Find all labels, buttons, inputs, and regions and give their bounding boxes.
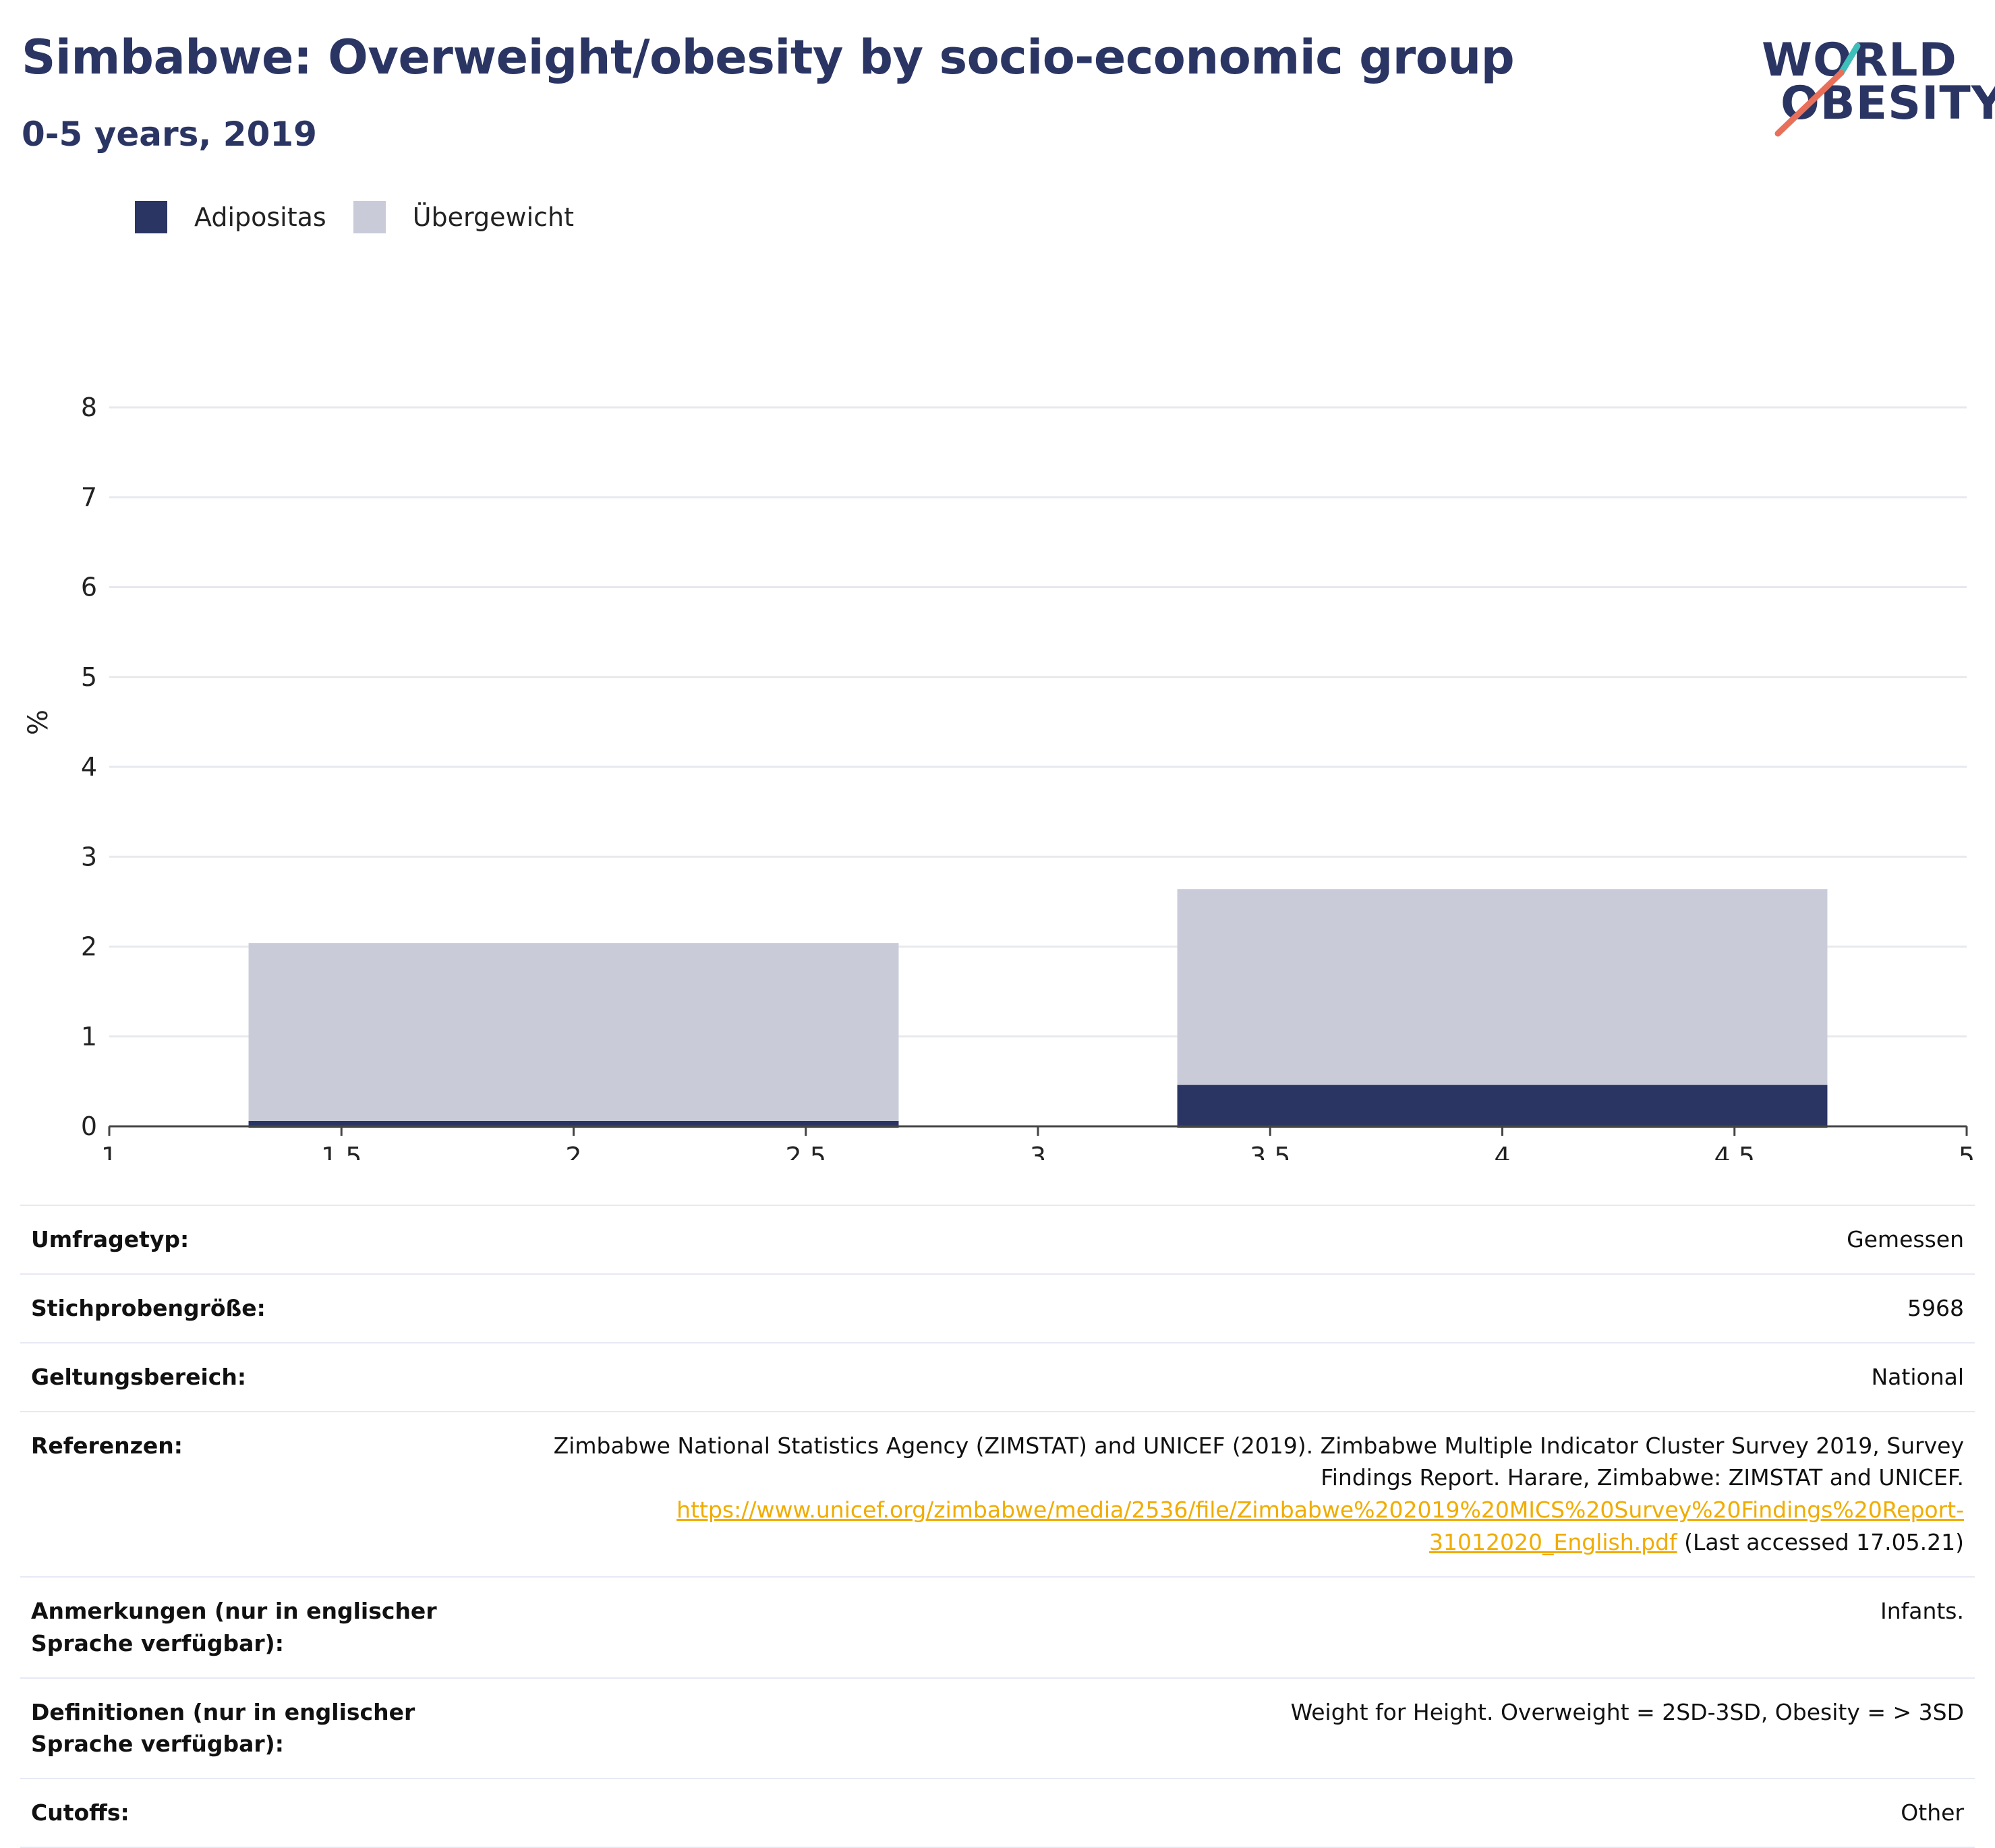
legend-label-adipositas[interactable]: Adipositas bbox=[194, 202, 326, 232]
table-row: Geltungsbereich: National bbox=[20, 1341, 1975, 1412]
reference-link[interactable]: https://www.unicef.org/zimbabwe/media/25… bbox=[676, 1497, 1964, 1556]
table-row: Stichprobengröße: 5968 bbox=[20, 1273, 1975, 1343]
survey-info-table: Umfragetyp: Gemessen Stichprobengröße: 5… bbox=[20, 1205, 1975, 1848]
table-row: Referenzen: Zimbabwe National Statistics… bbox=[20, 1410, 1975, 1577]
legend-swatch-uebergewicht[interactable] bbox=[353, 201, 386, 233]
logo-slash-icon bbox=[1774, 42, 1861, 137]
table-row: Cutoffs: Other bbox=[20, 1778, 1975, 1848]
references-suffix: (Last accessed 17.05.21) bbox=[1677, 1529, 1964, 1556]
notes-label: Anmerkungen (nur in englischer Sprache v… bbox=[20, 1576, 514, 1678]
x-tick-label: 2 bbox=[565, 1142, 581, 1160]
x-tick-label: 1 bbox=[101, 1142, 117, 1160]
bar-uebergewicht bbox=[248, 943, 899, 1128]
cutoffs-value: Other bbox=[514, 1778, 1975, 1848]
references-text: Zimbabwe National Statistics Agency (ZIM… bbox=[553, 1432, 1964, 1491]
bar-adipositas bbox=[1177, 1085, 1828, 1128]
y-tick-label: 5 bbox=[81, 662, 97, 692]
chart-legend: Adipositas Übergewicht bbox=[135, 201, 601, 233]
world-obesity-logo[interactable]: WORLD OBESITY bbox=[1760, 32, 1995, 147]
references-label: Referenzen: bbox=[20, 1410, 514, 1577]
x-tick-label: 2.5 bbox=[786, 1142, 826, 1160]
bar-adipositas bbox=[248, 1121, 899, 1128]
sample-size-label: Stichprobengröße: bbox=[20, 1273, 514, 1343]
x-tick-label: 3 bbox=[1030, 1142, 1046, 1160]
survey-type-label: Umfragetyp: bbox=[20, 1205, 514, 1274]
y-tick-label: 0 bbox=[81, 1111, 97, 1141]
x-tick-label: 4.5 bbox=[1714, 1142, 1755, 1160]
references-value: Zimbabwe National Statistics Agency (ZIM… bbox=[514, 1410, 1975, 1577]
survey-type-value: Gemessen bbox=[514, 1205, 1975, 1274]
x-tick-label: 5 bbox=[1959, 1142, 1975, 1160]
coverage-label: Geltungsbereich: bbox=[20, 1341, 514, 1412]
sample-size-value: 5968 bbox=[514, 1273, 1975, 1343]
cutoffs-label: Cutoffs: bbox=[20, 1778, 514, 1848]
definitions-label: Definitionen (nur in englischer Sprache … bbox=[20, 1677, 514, 1779]
y-tick-label: 8 bbox=[81, 393, 97, 422]
legend-label-uebergewicht[interactable]: Übergewicht bbox=[412, 202, 574, 232]
notes-value: Infants. bbox=[514, 1576, 1975, 1678]
coverage-value: National bbox=[514, 1341, 1975, 1412]
y-tick-label: 1 bbox=[81, 1022, 97, 1051]
legend-swatch-adipositas[interactable] bbox=[135, 201, 167, 233]
x-tick-label: 3.5 bbox=[1250, 1142, 1290, 1160]
x-tick-label: 4 bbox=[1494, 1142, 1510, 1160]
table-row: Definitionen (nur in englischer Sprache … bbox=[20, 1677, 1975, 1779]
y-tick-label: 6 bbox=[81, 573, 97, 602]
y-tick-label: 7 bbox=[81, 482, 97, 512]
y-tick-label: 2 bbox=[81, 932, 97, 962]
chart-subtitle: 0-5 years, 2019 bbox=[22, 115, 317, 154]
table-row: Anmerkungen (nur in englischer Sprache v… bbox=[20, 1576, 1975, 1678]
chart-title: Simbabwe: Overweight/obesity by socio-ec… bbox=[22, 30, 1515, 85]
y-tick-label: 4 bbox=[81, 752, 97, 782]
table-row: Umfragetyp: Gemessen bbox=[20, 1205, 1975, 1274]
x-tick-label: 1.5 bbox=[321, 1142, 362, 1160]
y-tick-label: 3 bbox=[81, 842, 97, 871]
definitions-value: Weight for Height. Overweight = 2SD-3SD,… bbox=[514, 1677, 1975, 1779]
logo-line-2: OBESITY bbox=[1781, 77, 1995, 130]
